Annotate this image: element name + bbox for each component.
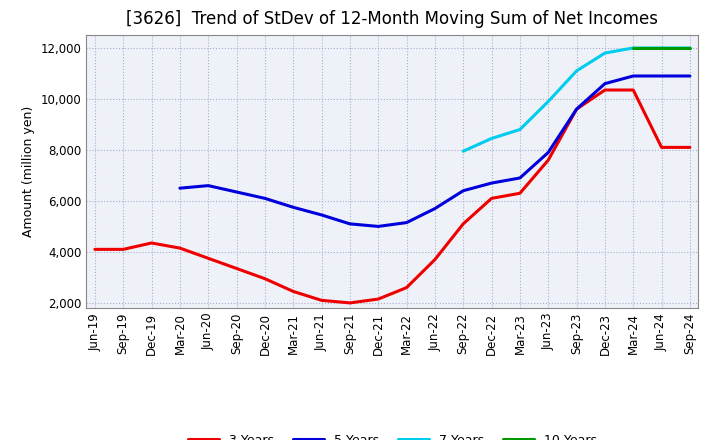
3 Years — [374, 297, 382, 302]
3 Years — [629, 88, 637, 93]
3 Years — [544, 158, 552, 163]
5 Years — [600, 81, 609, 86]
3 Years — [516, 191, 524, 196]
3 Years — [289, 289, 297, 294]
7 Years — [516, 127, 524, 132]
3 Years — [148, 240, 156, 246]
5 Years — [572, 106, 581, 112]
3 Years — [204, 256, 212, 261]
5 Years — [629, 73, 637, 79]
3 Years — [685, 145, 694, 150]
7 Years — [544, 99, 552, 104]
Line: 3 Years: 3 Years — [95, 90, 690, 303]
3 Years — [346, 300, 354, 305]
3 Years — [402, 285, 411, 290]
5 Years — [318, 213, 326, 218]
Line: 5 Years: 5 Years — [180, 76, 690, 227]
3 Years — [431, 257, 439, 262]
5 Years — [657, 73, 666, 79]
7 Years — [459, 149, 467, 154]
5 Years — [346, 221, 354, 227]
5 Years — [685, 73, 694, 79]
5 Years — [289, 205, 297, 210]
5 Years — [176, 186, 184, 191]
7 Years — [600, 51, 609, 56]
7 Years — [657, 45, 666, 51]
3 Years — [572, 106, 581, 112]
7 Years — [572, 68, 581, 73]
5 Years — [374, 224, 382, 229]
Y-axis label: Amount (million yen): Amount (million yen) — [22, 106, 35, 237]
7 Years — [487, 136, 496, 141]
3 Years — [261, 276, 269, 281]
7 Years — [685, 45, 694, 51]
3 Years — [459, 221, 467, 227]
3 Years — [233, 266, 241, 271]
3 Years — [600, 88, 609, 93]
5 Years — [431, 206, 439, 211]
5 Years — [204, 183, 212, 188]
7 Years — [629, 45, 637, 51]
3 Years — [487, 196, 496, 201]
Line: 7 Years: 7 Years — [463, 48, 690, 151]
10 Years — [685, 45, 694, 51]
10 Years — [657, 45, 666, 51]
5 Years — [516, 175, 524, 180]
5 Years — [544, 150, 552, 155]
3 Years — [119, 247, 127, 252]
5 Years — [261, 196, 269, 201]
5 Years — [487, 180, 496, 186]
Title: [3626]  Trend of StDev of 12-Month Moving Sum of Net Incomes: [3626] Trend of StDev of 12-Month Moving… — [127, 10, 658, 28]
3 Years — [318, 298, 326, 303]
Legend: 3 Years, 5 Years, 7 Years, 10 Years: 3 Years, 5 Years, 7 Years, 10 Years — [183, 429, 602, 440]
5 Years — [233, 189, 241, 194]
10 Years — [629, 45, 637, 51]
5 Years — [459, 188, 467, 193]
5 Years — [402, 220, 411, 225]
3 Years — [657, 145, 666, 150]
3 Years — [176, 246, 184, 251]
3 Years — [91, 247, 99, 252]
